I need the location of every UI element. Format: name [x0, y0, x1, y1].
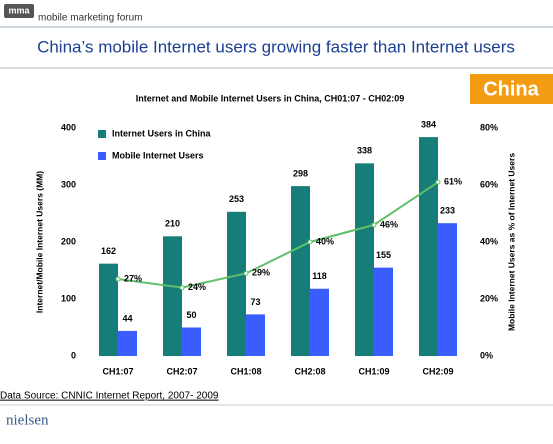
- bar: [99, 263, 118, 356]
- chart-title: Internet and Mobile Internet Users in Ch…: [136, 93, 405, 103]
- bar: [419, 137, 438, 356]
- bar: [291, 186, 310, 356]
- x-tick-label: CH1:07: [102, 366, 133, 376]
- x-tick-label: CH1:09: [358, 366, 389, 376]
- bar: [118, 330, 137, 356]
- legend-swatch: [98, 130, 106, 138]
- y2-tick-label: 60%: [480, 179, 498, 189]
- line-dot: [115, 276, 121, 282]
- bar: [182, 327, 201, 356]
- y2-tick-label: 20%: [480, 293, 498, 303]
- line-value-label: 27%: [124, 273, 142, 283]
- bar: [246, 314, 265, 356]
- legend-label: Internet Users in China: [112, 128, 212, 138]
- line-value-label: 61%: [444, 177, 462, 187]
- y-axis-label: Internet/Mobile Internet Users (MM): [34, 171, 44, 313]
- bar-value-label: 210: [165, 219, 180, 229]
- bar-value-label: 155: [376, 250, 391, 260]
- legend-label: Mobile Internet Users: [112, 150, 204, 160]
- forum-name: mobile marketing forum: [38, 13, 142, 24]
- bar: [163, 236, 182, 356]
- source: Data Source: CNNIC Internet Report, 2007…: [0, 391, 219, 402]
- bar: [374, 267, 393, 356]
- line-dot: [179, 285, 185, 291]
- bar-value-label: 162: [101, 246, 116, 256]
- x-tick-label: CH2:08: [294, 366, 325, 376]
- y-tick-label: 100: [61, 293, 76, 303]
- y-tick-label: 0: [71, 350, 76, 360]
- bar-value-label: 298: [293, 169, 308, 179]
- bar: [438, 223, 457, 356]
- bar-value-label: 253: [229, 194, 244, 204]
- badge-box: [470, 74, 553, 104]
- bar-value-label: 73: [250, 297, 260, 307]
- y-tick-label: 300: [61, 179, 76, 189]
- x-tick-label: CH2:09: [422, 366, 453, 376]
- logo: mma: [8, 5, 30, 15]
- badge: China: [483, 78, 539, 100]
- bar-value-label: 118: [312, 271, 327, 281]
- line-dot: [243, 270, 249, 276]
- line-value-label: 40%: [316, 236, 334, 246]
- y2-tick-label: 80%: [480, 122, 498, 132]
- footer-logo: nielsen: [6, 412, 49, 428]
- bar-value-label: 44: [122, 313, 132, 323]
- line-value-label: 29%: [252, 268, 270, 278]
- bar-value-label: 384: [421, 119, 436, 129]
- logo-box: [4, 4, 34, 18]
- legend-swatch: [98, 152, 106, 160]
- line: [117, 181, 439, 289]
- y-tick-label: 400: [61, 122, 76, 132]
- bar-value-label: 50: [186, 310, 196, 320]
- bar-value-label: 338: [357, 146, 372, 156]
- bar: [227, 211, 246, 356]
- line-dot: [371, 222, 377, 228]
- line-value-label: 46%: [380, 219, 398, 229]
- line-value-label: 24%: [188, 282, 206, 292]
- y2-axis-label: Mobile Internet Users as % of Internet U…: [506, 153, 516, 331]
- bar-value-label: 233: [440, 206, 455, 216]
- y-tick-label: 200: [61, 236, 76, 246]
- bar: [355, 163, 374, 356]
- slide-title: China’s mobile Internet users growing fa…: [37, 37, 515, 56]
- line-dot: [435, 179, 441, 185]
- bar: [310, 288, 329, 356]
- x-tick-label: CH1:08: [230, 366, 261, 376]
- x-tick-label: CH2:07: [166, 366, 197, 376]
- line-dot: [307, 239, 313, 245]
- y2-tick-label: 40%: [480, 236, 498, 246]
- y2-tick-label: 0%: [480, 350, 493, 360]
